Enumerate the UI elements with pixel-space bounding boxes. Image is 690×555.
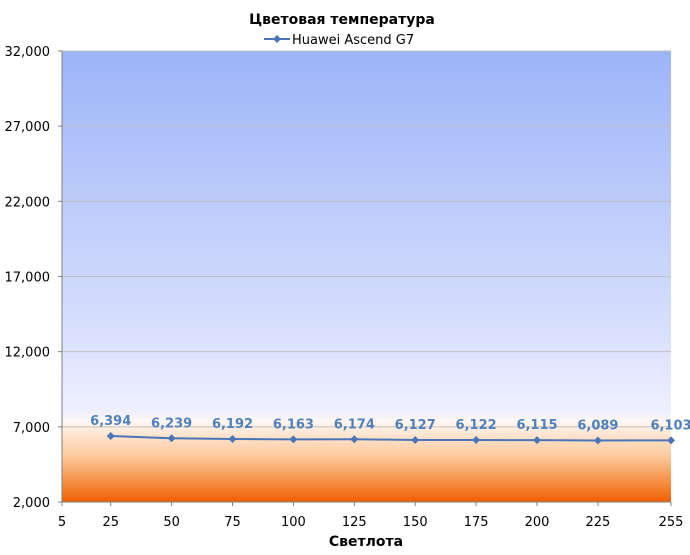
x-axis-ticks: 5 25 50 75 100 125 150 175 200 225 255 xyxy=(58,502,684,530)
data-point-marker xyxy=(289,435,298,444)
y-tick-label: 27,000 xyxy=(5,120,51,135)
data-point-marker xyxy=(350,435,359,444)
data-point-marker xyxy=(667,436,675,445)
legend: Huawei Ascend G7 xyxy=(264,33,414,48)
x-tick-label: 5 xyxy=(58,515,66,530)
y-tick-label: 12,000 xyxy=(5,346,51,361)
data-label: 6,127 xyxy=(395,418,436,433)
data-label: 6,394 xyxy=(90,414,131,429)
data-label: 6,163 xyxy=(273,417,314,432)
data-label: 6,174 xyxy=(334,417,375,432)
data-point-marker xyxy=(411,435,420,444)
data-point-marker xyxy=(106,431,115,440)
x-tick-label: 50 xyxy=(163,515,180,530)
data-point-marker xyxy=(472,436,481,445)
legend-series-name: Huawei Ascend G7 xyxy=(292,33,414,48)
data-label: 6,115 xyxy=(516,418,557,433)
x-tick-label: 255 xyxy=(659,515,684,530)
y-axis-ticks: 2,000 7,000 12,000 17,000 22,000 27,000 32,000 xyxy=(5,45,62,511)
series-line xyxy=(110,434,672,442)
chart-title: Цветовая температура xyxy=(249,12,435,28)
series-huawei-ascend-g7 xyxy=(106,431,675,445)
x-tick-label: 100 xyxy=(281,515,306,530)
x-tick-label: 75 xyxy=(224,515,241,530)
x-tick-label: 150 xyxy=(403,515,428,530)
data-label: 6,089 xyxy=(577,419,618,434)
x-tick-label: 200 xyxy=(525,515,550,530)
x-tick-label: 175 xyxy=(464,515,489,530)
data-labels: 6,394 6,239 6,192 6,163 6,174 6,127 6,122 6,115… xyxy=(90,414,690,434)
grid-lines xyxy=(62,50,671,428)
data-label: 6,192 xyxy=(212,417,253,432)
x-tick-label: 125 xyxy=(342,515,367,530)
data-label: 6,122 xyxy=(456,418,497,433)
y-tick-label: 7,000 xyxy=(13,421,50,436)
y-tick-label: 17,000 xyxy=(5,271,51,286)
y-tick-label: 2,000 xyxy=(13,496,50,511)
y-tick-label: 22,000 xyxy=(5,195,51,210)
x-tick-label: 25 xyxy=(102,515,119,530)
data-label: 6,239 xyxy=(151,416,192,431)
data-point-marker xyxy=(533,436,542,445)
legend-marker-icon xyxy=(273,35,281,43)
data-label: 6,103 xyxy=(650,418,690,433)
x-axis-label: Светлота xyxy=(329,534,403,550)
data-point-marker xyxy=(167,434,176,443)
x-tick-label: 225 xyxy=(586,515,611,530)
data-point-marker xyxy=(228,434,237,443)
y-tick-label: 32,000 xyxy=(5,45,51,60)
data-point-marker xyxy=(593,436,602,445)
